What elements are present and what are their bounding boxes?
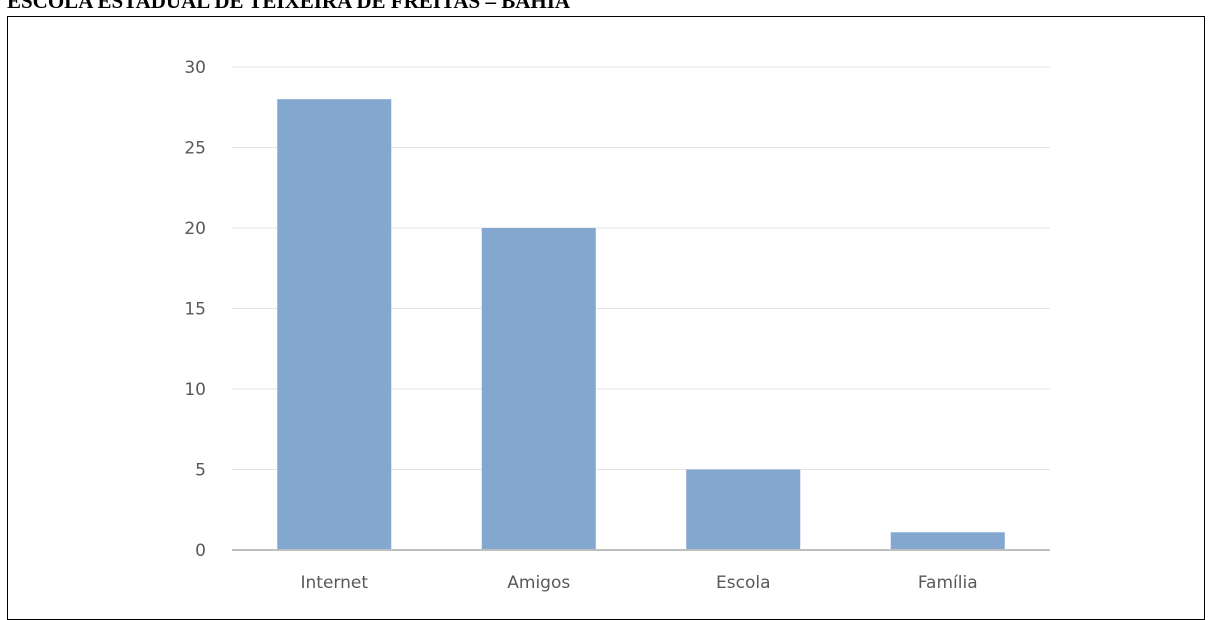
page-heading: ESCOLA ESTADUAL DE TEIXEIRA DE FREITAS –… (7, 0, 571, 13)
y-tick-label: 15 (184, 300, 206, 320)
y-tick-label: 20 (184, 219, 206, 239)
bars (277, 99, 1005, 550)
bar-escola (686, 469, 801, 550)
y-tick-label: 10 (184, 380, 206, 400)
y-tick-labels: 0 5 10 15 20 25 30 (184, 58, 206, 561)
y-tick-label: 25 (184, 139, 206, 159)
y-tick-label: 30 (184, 58, 206, 78)
chart-frame (7, 16, 1205, 620)
x-tick-label: Família (918, 573, 978, 593)
bar-família (890, 532, 1005, 550)
x-tick-labels: Internet Amigos Escola Família (300, 573, 977, 593)
y-tick-label: 0 (195, 541, 206, 561)
x-tick-label: Internet (300, 573, 368, 593)
x-tick-label: Amigos (507, 573, 570, 593)
bar-amigos (481, 228, 596, 550)
y-tick-label: 5 (195, 461, 206, 481)
bar-internet (277, 99, 392, 550)
x-tick-label: Escola (716, 573, 771, 593)
